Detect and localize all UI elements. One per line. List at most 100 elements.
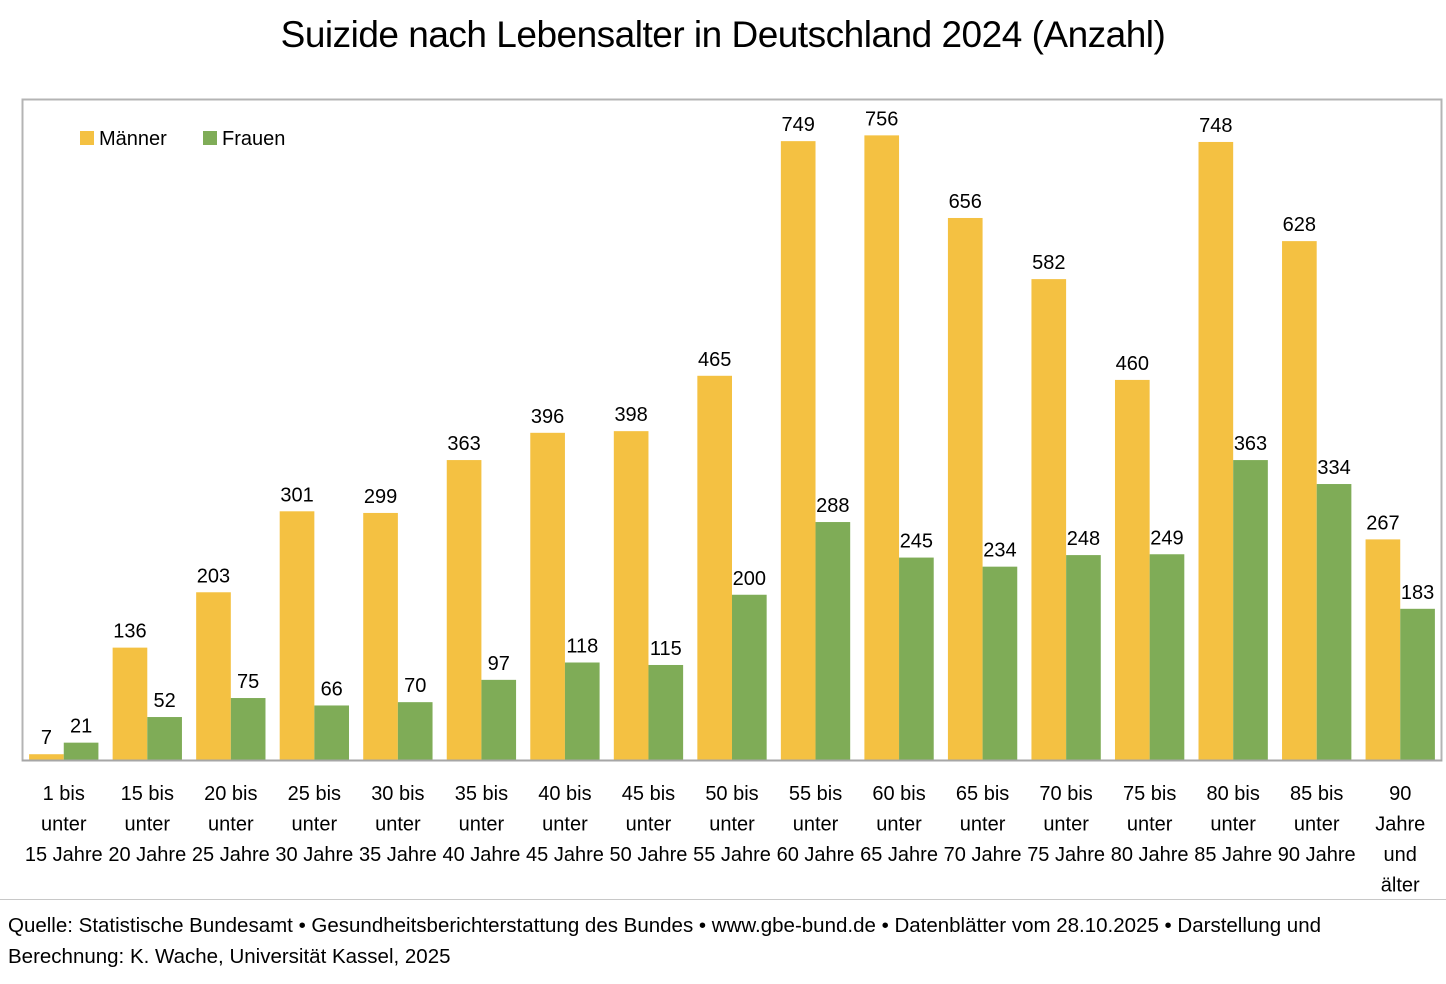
- x-tick-label: 15 bis unter 20 Jahre: [108, 783, 186, 866]
- x-tick-label-line: unter: [375, 814, 421, 836]
- legend-item-maenner: Männer: [80, 128, 167, 150]
- data-label: 118: [566, 636, 598, 658]
- x-tick-label-line: unter: [542, 814, 588, 836]
- x-tick-label-line: 1 bis: [43, 783, 85, 805]
- x-tick-label-line: 70 bis: [1039, 783, 1092, 805]
- bar-frauen: [732, 594, 767, 760]
- footer-divider: [0, 899, 1446, 900]
- data-label: 248: [1067, 528, 1100, 550]
- x-tick-label-line: unter: [1210, 814, 1256, 836]
- x-tick-label: 30 bis unter 35 Jahre: [359, 783, 437, 866]
- data-label: 363: [1234, 433, 1267, 455]
- bar-maenner: [613, 431, 649, 760]
- bar-frauen: [397, 702, 433, 760]
- x-tick-label-line: unter: [41, 814, 87, 836]
- x-tick-label-line: 55 Jahre: [693, 844, 771, 866]
- bar-chart: 7 136 203 301 299 363 396 398 465 749 756 656 582 460…: [21, 98, 1443, 897]
- bar-maenner: [530, 432, 565, 760]
- x-tick-label-line: 75 bis: [1123, 783, 1176, 805]
- data-label: 396: [531, 406, 564, 428]
- bar-frauen: [1233, 460, 1268, 760]
- bar-frauen: [1316, 484, 1352, 760]
- x-tick-label: 75 bis unter 80 Jahre: [1111, 783, 1189, 866]
- data-label: 582: [1032, 252, 1065, 274]
- data-label: 460: [1116, 353, 1149, 375]
- x-tick-label-line: 35 bis: [455, 783, 508, 805]
- data-label: 203: [197, 565, 230, 587]
- data-label: 7: [41, 727, 52, 749]
- data-label: 299: [364, 486, 397, 508]
- x-tick-label: 25 bis unter 30 Jahre: [275, 783, 353, 866]
- source-note: Quelle: Statistische Bundesamt • Gesundh…: [8, 914, 1322, 968]
- data-label: 97: [488, 653, 510, 675]
- x-tick-label: 35 bis unter 40 Jahre: [442, 783, 520, 866]
- x-tick-label: 1 bis unter 15 Jahre: [25, 783, 103, 866]
- data-label: 52: [154, 690, 176, 712]
- x-tick-label-line: 50 Jahre: [610, 844, 688, 866]
- data-label: 234: [983, 540, 1016, 562]
- data-label: 70: [404, 675, 426, 697]
- x-tick-label-line: unter: [1043, 814, 1089, 836]
- x-tick-label-line: älter: [1381, 875, 1420, 897]
- legend: Männer Frauen: [80, 128, 285, 150]
- x-tick-label: 50 bis unter 55 Jahre: [693, 783, 771, 866]
- x-tick-label: 45 bis unter 50 Jahre: [610, 783, 688, 866]
- bar-maenner: [780, 141, 816, 760]
- x-tick-label-line: unter: [1127, 814, 1173, 836]
- x-tick-label-line: 45 Jahre: [526, 844, 604, 866]
- bar-maenner: [279, 511, 315, 760]
- bar-maenner: [446, 460, 482, 760]
- bar-frauen: [314, 705, 350, 760]
- x-tick-label-line: 35 Jahre: [359, 844, 437, 866]
- bar-frauen: [815, 522, 851, 760]
- data-label: 66: [321, 678, 343, 700]
- x-tick-label-line: 90: [1389, 783, 1411, 805]
- x-tick-label: 85 bis unter 90 Jahre: [1278, 783, 1356, 866]
- data-label: 183: [1401, 582, 1434, 604]
- bar-maenner: [697, 375, 732, 760]
- bar-frauen: [564, 662, 600, 760]
- data-label: 115: [650, 638, 682, 660]
- legend-swatch: [80, 131, 94, 145]
- data-label: 245: [900, 531, 933, 553]
- data-label: 363: [447, 433, 480, 455]
- x-tick-label-line: 65 bis: [956, 783, 1009, 805]
- x-tick-label-line: Jahre: [1375, 814, 1425, 836]
- data-label: 267: [1366, 512, 1399, 534]
- x-tick-label-line: 15 bis: [121, 783, 174, 805]
- x-tick-label-line: 20 Jahre: [108, 844, 186, 866]
- x-tick-label-line: 80 Jahre: [1111, 844, 1189, 866]
- bar-maenner: [196, 592, 231, 760]
- x-tick-label-line: unter: [709, 814, 755, 836]
- x-tick-label-line: unter: [208, 814, 254, 836]
- data-label: 288: [816, 495, 849, 517]
- x-axis-tick-labels: 1 bis unter 15 Jahre 15 bis unter 20 Jahre 20 …: [25, 783, 1425, 897]
- x-tick-label-line: 70 Jahre: [944, 844, 1022, 866]
- bar-frauen: [481, 679, 517, 760]
- data-label: 756: [865, 108, 898, 130]
- data-label: 748: [1199, 115, 1232, 137]
- x-tick-label: 65 bis unter 70 Jahre: [944, 783, 1022, 866]
- bar-maenner: [1114, 379, 1150, 760]
- bar-maenner: [112, 647, 148, 760]
- bar-frauen: [1400, 608, 1435, 760]
- bar-maenner: [864, 135, 900, 761]
- bar-frauen: [899, 557, 934, 760]
- x-tick-label-line: 30 bis: [371, 783, 424, 805]
- legend-swatch: [203, 131, 217, 145]
- x-tick-label-line: unter: [626, 814, 672, 836]
- x-tick-label-line: 45 bis: [622, 783, 675, 805]
- x-tick-label-line: 80 bis: [1206, 783, 1259, 805]
- bar-maenner: [1198, 141, 1234, 760]
- x-tick-label-line: 90 Jahre: [1278, 844, 1356, 866]
- x-tick-label: 90 Jahre und älter: [1375, 783, 1425, 897]
- x-tick-label-line: 55 bis: [789, 783, 842, 805]
- x-tick-label-line: 85 bis: [1290, 783, 1343, 805]
- bar-frauen: [147, 717, 182, 760]
- x-tick-label-line: 75 Jahre: [1027, 844, 1105, 866]
- bar-maenner: [363, 512, 398, 760]
- bar-frauen: [1066, 555, 1101, 760]
- data-label: 301: [280, 484, 313, 506]
- x-tick-label-line: 60 bis: [872, 783, 925, 805]
- x-tick-label-line: unter: [793, 814, 839, 836]
